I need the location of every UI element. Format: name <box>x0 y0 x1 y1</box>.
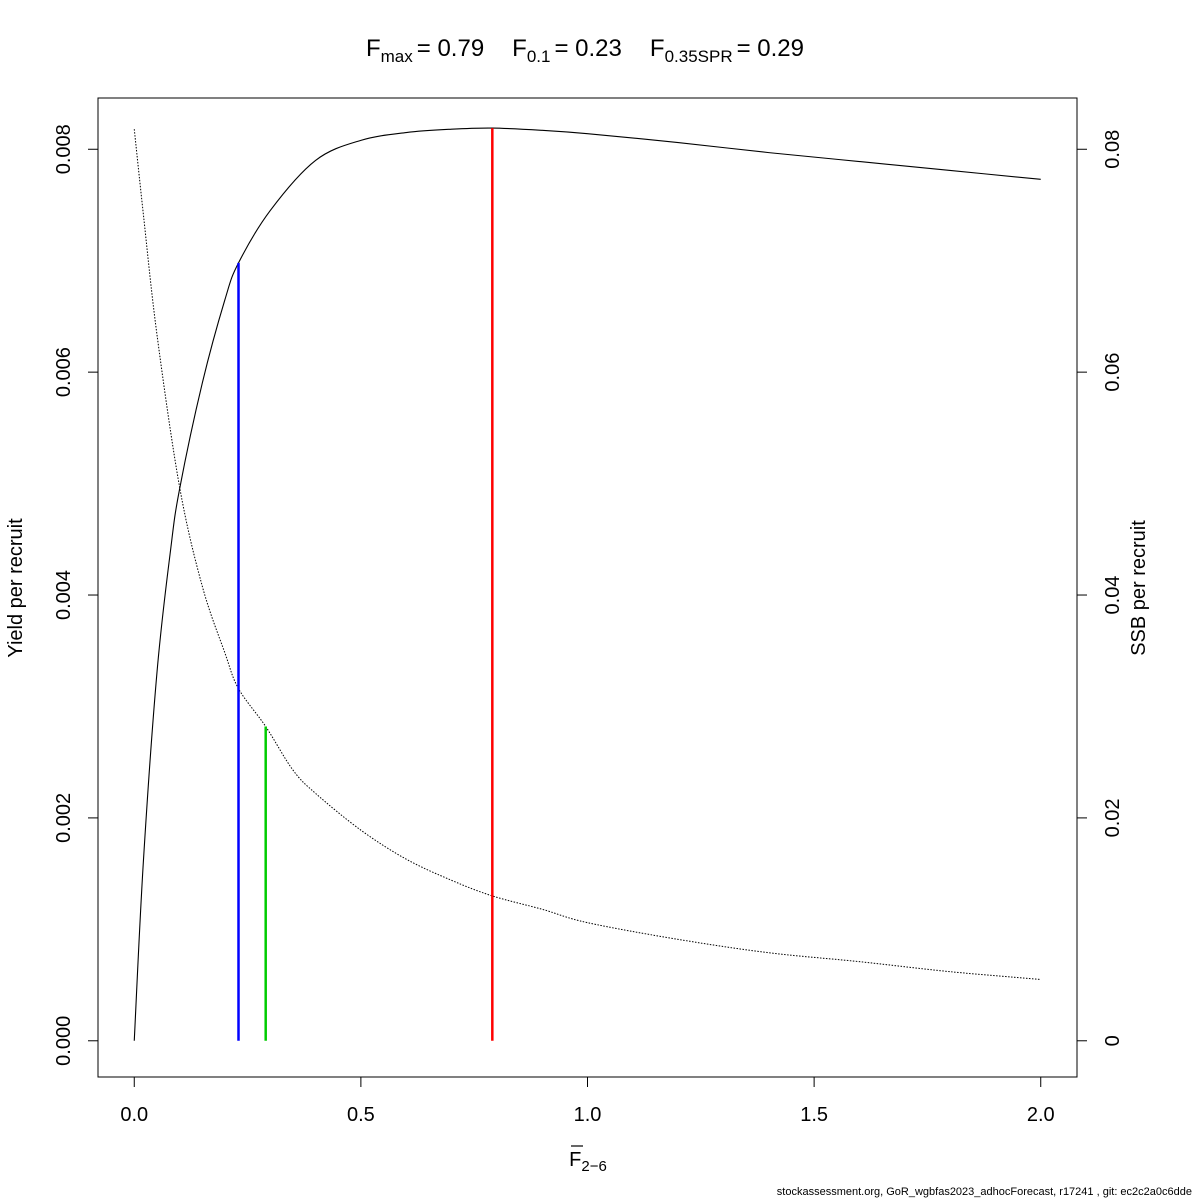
y-tick-label: 0.004 <box>53 570 75 620</box>
f01-label: F <box>512 35 527 62</box>
y-tick-label: 0.008 <box>53 124 75 174</box>
yield-per-recruit-line <box>133 127 1041 1041</box>
x-tick-label: 0.0 <box>120 1104 148 1126</box>
x-tick-label: 0.5 <box>347 1104 375 1126</box>
y2-tick-label: 0.06 <box>1102 353 1124 392</box>
reference-lines <box>237 128 494 1041</box>
series-layer <box>133 127 1041 1041</box>
y-axis-right: 0 0.02 0.04 0.06 0.08 <box>1076 130 1124 1046</box>
y-tick-label: 0.000 <box>53 1016 75 1066</box>
fmax-label: F <box>366 35 381 62</box>
x-axis: 0.0 0.5 1.0 1.5 2.0 <box>120 1076 1055 1126</box>
y2-tick-label: 0 <box>1102 1035 1124 1046</box>
fmax-subscript: max <box>381 47 414 66</box>
fspr-label: F <box>650 35 665 62</box>
y-axis-title: Yield per recruit <box>5 518 27 658</box>
x-tick-label: 2.0 <box>1027 1104 1055 1126</box>
ssb-per-recruit-line <box>133 129 1041 980</box>
y-axis-left: 0.000 0.002 0.004 0.006 0.008 <box>53 124 99 1066</box>
x-axis-title-sub: 2−6 <box>581 1158 606 1175</box>
fspr-value: = 0.29 <box>737 35 804 62</box>
f01-value: = 0.23 <box>554 35 621 62</box>
y2-tick-label: 0.02 <box>1102 798 1124 837</box>
y-tick-label: 0.002 <box>53 793 75 843</box>
plot-frame <box>97 97 1078 1078</box>
y-tick-label: 0.006 <box>53 347 75 397</box>
x-tick-label: 1.0 <box>574 1104 602 1126</box>
chart-title: Fmax = 0.79 F0.1 = 0.23 F0.35SPR = 0.29 <box>366 35 804 66</box>
fmax-value: = 0.79 <box>417 35 484 62</box>
y2-tick-label: 0.04 <box>1102 576 1124 615</box>
y2-tick-label: 0.08 <box>1102 130 1124 169</box>
footer-credit: stockassessment.org, GoR_wgbfas2023_adho… <box>776 1186 1192 1198</box>
fspr-subscript: 0.35SPR <box>665 47 733 66</box>
y2-axis-title: SSB per recruit <box>1128 520 1150 656</box>
x-tick-label: 1.5 <box>800 1104 828 1126</box>
x-axis-title-main: F <box>569 1149 581 1171</box>
x-axis-title: F2−6 <box>569 1149 607 1175</box>
f01-subscript: 0.1 <box>527 47 551 66</box>
